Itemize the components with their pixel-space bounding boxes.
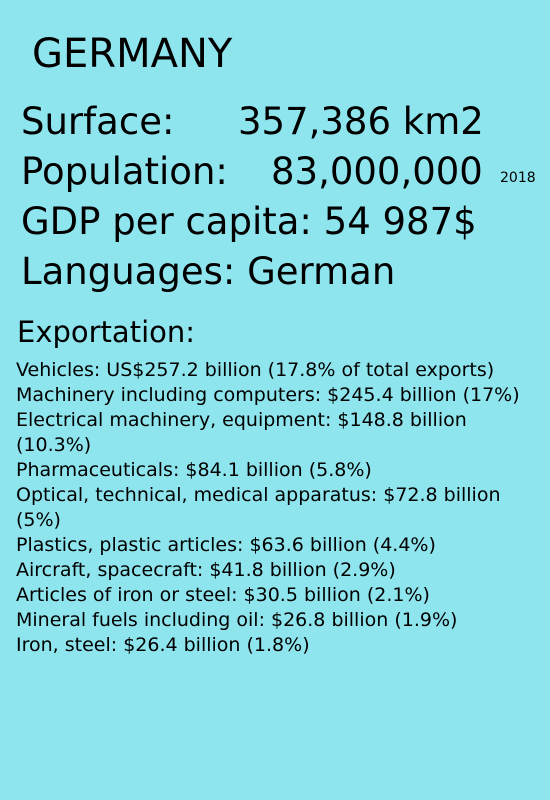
gdp-per-capita: GDP per capita: 54 987$ bbox=[21, 200, 477, 243]
export-item: Optical, technical, medical apparatus: $… bbox=[16, 484, 501, 531]
surface-row: Surface: 357,386 km2 bbox=[21, 100, 484, 143]
exportation-heading: Exportation: bbox=[17, 315, 196, 349]
population-label: Population: bbox=[21, 150, 228, 193]
export-item: Iron, steel: $26.4 billion (1.8%) bbox=[16, 634, 310, 656]
export-item: Plastics, plastic articles: $63.6 billio… bbox=[16, 534, 436, 556]
population-row: Population: 83,000,000 bbox=[21, 150, 483, 193]
country-title: GERMANY bbox=[32, 31, 233, 77]
surface-value: 357,386 km2 bbox=[238, 100, 484, 143]
export-item: Machinery including computers: $245.4 bi… bbox=[16, 384, 520, 406]
export-item: Electrical machinery, equipment: $148.8 … bbox=[16, 409, 467, 456]
export-item: Pharmaceuticals: $84.1 billion (5.8%) bbox=[16, 459, 372, 481]
languages: Languages: German bbox=[21, 250, 396, 293]
population-value: 83,000,000 bbox=[271, 150, 483, 193]
export-item: Vehicles: US$257.2 billion (17.8% of tot… bbox=[16, 359, 495, 381]
export-item: Articles of iron or steel: $30.5 billion… bbox=[16, 584, 430, 606]
exportation-list: Vehicles: US$257.2 billion (17.8% of tot… bbox=[16, 358, 536, 658]
export-item: Aircraft, spacecraft: $41.8 billion (2.9… bbox=[16, 559, 396, 581]
surface-label: Surface: bbox=[21, 100, 175, 143]
export-item: Mineral fuels including oil: $26.8 billi… bbox=[16, 609, 458, 631]
population-year: 2018 bbox=[500, 170, 536, 186]
